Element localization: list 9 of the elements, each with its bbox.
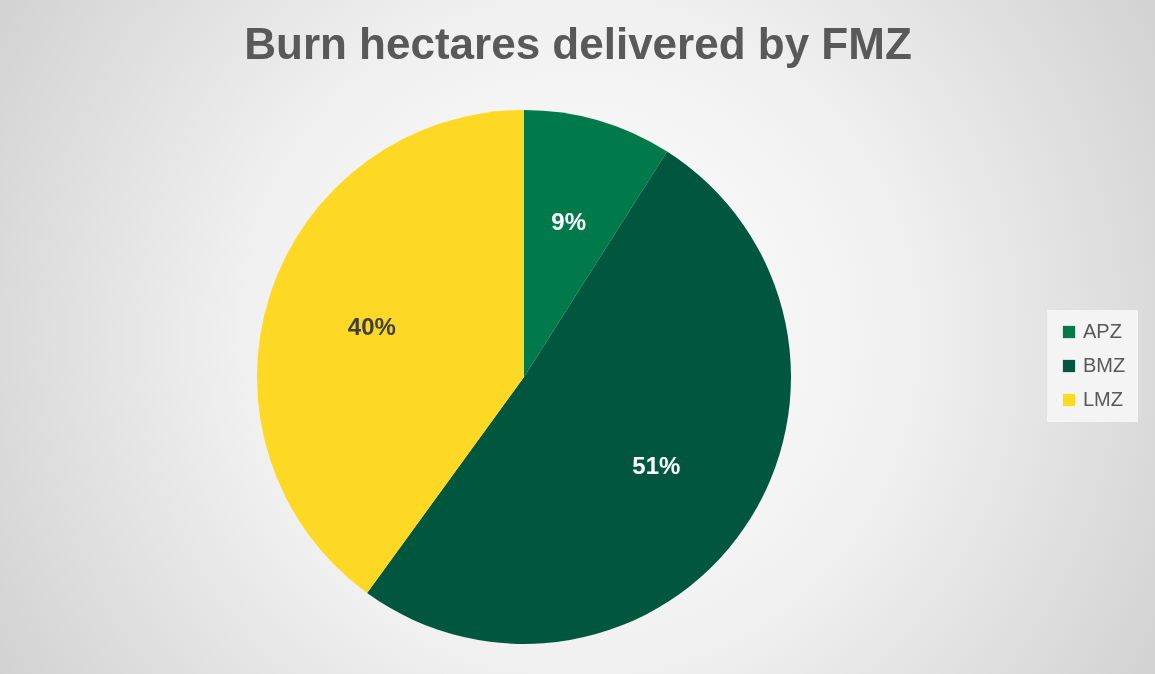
legend-label: LMZ [1083,388,1123,410]
data-label: 40% [347,312,396,340]
data-label: 51% [632,451,681,479]
chart-title: Burn hectares delivered by FMZ [244,19,912,68]
legend-label: BMZ [1083,354,1126,376]
legend-label: APZ [1083,320,1122,342]
pie-slice [524,110,668,377]
data-label: 9% [551,208,586,236]
pie-slice [257,110,524,594]
